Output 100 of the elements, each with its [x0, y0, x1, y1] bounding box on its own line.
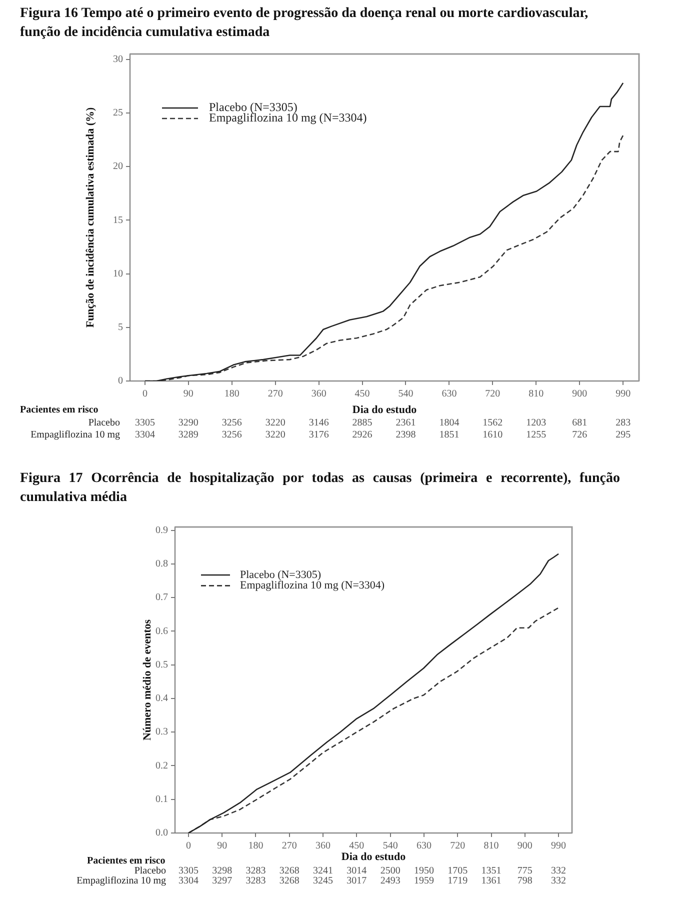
text: 1804	[439, 418, 460, 429]
chart-title: Figura 17 Ocorrência de hospitalização por todas as causas (primeira e recorrente), função cumulativa média	[20, 470, 620, 507]
legend-label: Empagliflozina 10 mg (N=3304)	[240, 580, 385, 592]
text: 3304	[134, 430, 155, 441]
x-tick-label: 630	[416, 840, 432, 852]
text: 1562	[482, 418, 503, 429]
text: 3268	[279, 876, 300, 887]
x-tick-label: 360	[316, 840, 331, 852]
y-tick-label: 0	[118, 376, 123, 387]
text: 3283	[246, 866, 266, 877]
x-tick-label: 0	[142, 388, 148, 400]
text: 2398	[396, 430, 416, 441]
text: 3304	[178, 876, 198, 887]
y-tick-label: 0.0	[156, 828, 168, 839]
y-tick-label: 25	[113, 108, 123, 119]
text: 283	[616, 418, 631, 429]
x-tick-label: 720	[450, 840, 466, 852]
x-tick-label: 810	[484, 840, 499, 852]
text: 1950	[414, 866, 434, 877]
x-tick-label: 90	[183, 388, 194, 400]
y-tick-label: 0.8	[156, 558, 168, 570]
y-tick-label: 0.3	[156, 726, 168, 738]
text: 798	[517, 876, 532, 887]
x-axis-title: Dia do estudo	[352, 404, 418, 416]
text: 3176	[308, 430, 329, 441]
text: 3268	[279, 866, 300, 877]
x-tick-label: 450	[354, 388, 370, 400]
x-tick-label: 270	[282, 840, 297, 852]
y-tick-label: 10	[113, 268, 123, 280]
text: 1719	[448, 876, 468, 887]
text: 3220	[265, 430, 286, 441]
text: 3245	[313, 876, 334, 887]
x-tick-label: 0	[186, 840, 191, 852]
x-tick-label: 990	[616, 388, 631, 400]
text: 1255	[526, 430, 546, 441]
x-tick-label: 180	[224, 388, 240, 400]
x-tick-label: 270	[268, 388, 283, 400]
x-tick-label: 540	[382, 840, 398, 852]
text: 3297	[212, 876, 232, 887]
text: 2885	[352, 418, 372, 429]
text: 3289	[178, 430, 198, 441]
y-tick-label: 0.7	[156, 592, 168, 604]
text: 1610	[482, 430, 503, 441]
text: 3017	[346, 876, 367, 887]
text: 2500	[380, 866, 400, 877]
y-tick-label: 0.5	[156, 659, 168, 670]
text: 332	[551, 876, 566, 887]
text: 2493	[380, 876, 400, 887]
text: Empagliflozina 10 mg	[30, 430, 120, 441]
y-tick-label: 0.6	[156, 626, 168, 637]
y-tick-label: 15	[113, 214, 123, 226]
x-axis-title: Dia do estudo	[341, 851, 406, 864]
legend-label: Placebo (N=3305)	[209, 100, 298, 114]
text: 1361	[481, 876, 502, 887]
text: 2926	[352, 430, 372, 441]
x-tick-label: 90	[217, 840, 228, 852]
text: 726	[572, 430, 588, 441]
y-tick-label: 5	[118, 322, 123, 334]
y-tick-label: 0.1	[156, 794, 168, 805]
text: 1351	[481, 866, 502, 877]
x-tick-label: 990	[551, 840, 566, 852]
y-axis-title: Número médio de eventos	[141, 618, 154, 741]
text: 2361	[396, 418, 416, 429]
y-axis-title: Função de incidência cumulativa estimada (%)	[84, 107, 96, 328]
text: 1203	[526, 418, 546, 429]
y-tick-label: 0.4	[156, 693, 168, 704]
text: 3146	[308, 418, 329, 429]
text: Placebo	[134, 866, 166, 877]
text: 3241	[313, 866, 334, 877]
text: 295	[616, 430, 631, 441]
y-tick-label: 30	[113, 54, 123, 65]
text: 3220	[265, 418, 286, 429]
y-tick-label: 0.9	[156, 524, 168, 536]
x-tick-label: 720	[485, 388, 500, 400]
x-tick-label: 360	[311, 388, 326, 400]
text: Pacientes em risco	[87, 856, 166, 867]
text: 1959	[414, 876, 434, 887]
text: Empagliflozina 10 mg	[76, 876, 166, 887]
text: Pacientes em risco	[20, 404, 98, 416]
text: 332	[551, 866, 566, 877]
x-tick-label: 180	[248, 840, 264, 852]
chart-title: Figura 16 Tempo até o primeiro evento de progressão da doença renal ou morte cardiovascular, função de incidência cumulativa estimada	[20, 5, 590, 42]
text: 3256	[222, 418, 242, 429]
text: Placebo	[88, 418, 120, 429]
text: 681	[572, 418, 588, 429]
text: 3298	[212, 866, 232, 877]
text: 3014	[346, 866, 367, 877]
x-tick-label: 450	[349, 840, 364, 852]
y-tick-label: 0.2	[156, 760, 168, 772]
x-tick-label: 900	[572, 388, 588, 400]
text: 1705	[448, 866, 468, 877]
x-tick-label: 810	[528, 388, 544, 400]
x-tick-label: 630	[442, 388, 457, 400]
text: 3290	[178, 418, 198, 429]
text: 3305	[134, 418, 155, 429]
x-tick-label: 540	[398, 388, 414, 400]
text: 3256	[222, 430, 242, 441]
legend-label: Placebo (N=3305)	[240, 568, 322, 581]
text: 775	[517, 866, 532, 877]
text: 1851	[439, 430, 460, 441]
